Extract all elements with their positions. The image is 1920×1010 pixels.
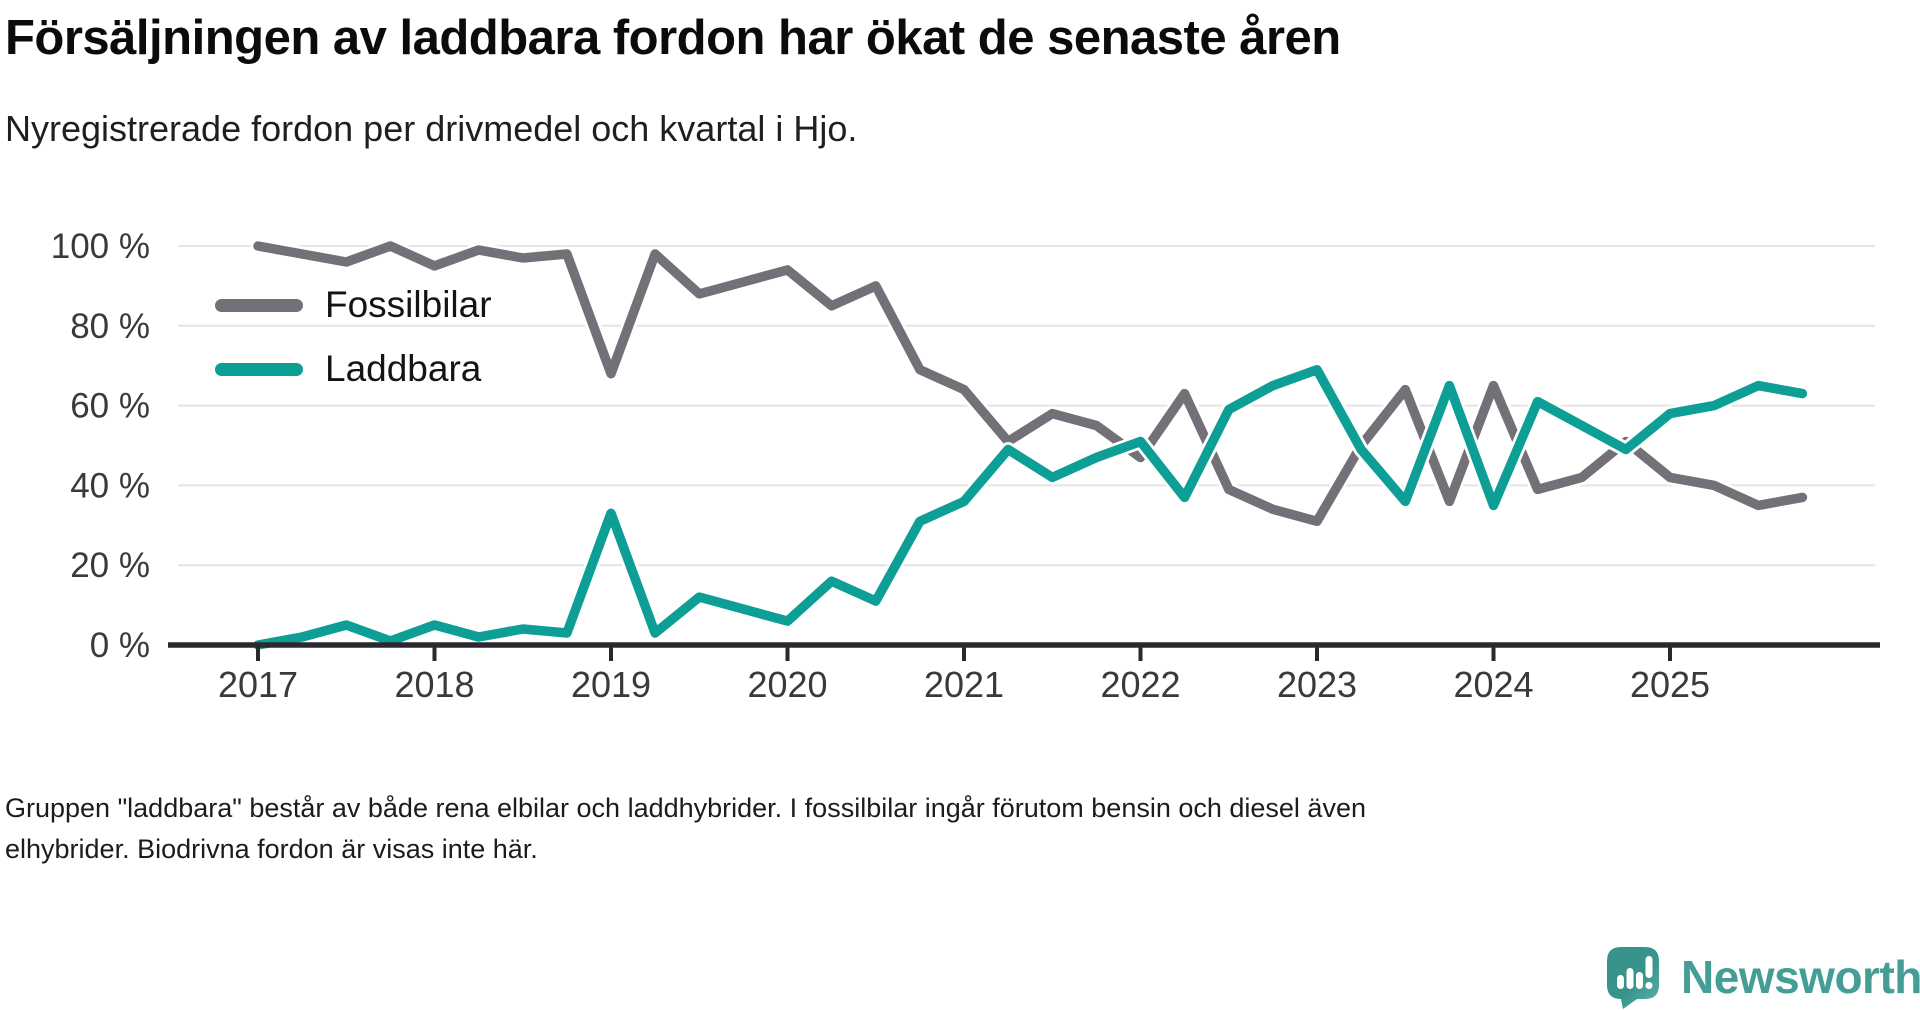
legend-label: Laddbara xyxy=(325,348,482,389)
chart-legend: Fossilbilar Laddbara xyxy=(215,284,492,390)
chart-footnote: Gruppen "laddbara" består av både rena e… xyxy=(5,788,1705,870)
legend-item-laddbara: Laddbara xyxy=(215,348,492,390)
x-tick-label: 2022 xyxy=(1100,664,1180,705)
chart-subtitle: Nyregistrerade fordon per drivmedel och … xyxy=(5,108,858,149)
legend-swatch-fossilbilar xyxy=(215,298,303,312)
newsworthy-logo-icon xyxy=(1607,947,1659,1009)
y-tick-label: 100 % xyxy=(51,227,150,266)
x-tick-label: 2025 xyxy=(1630,664,1710,705)
x-tick-label: 2017 xyxy=(218,664,298,705)
footnote-line: Gruppen "laddbara" består av både rena e… xyxy=(5,793,1366,823)
series-line-casing-laddbara xyxy=(250,362,1810,653)
x-tick-label: 2020 xyxy=(747,664,827,705)
y-tick-label: 60 % xyxy=(70,387,150,426)
newsworthy-logo: Newsworthy xyxy=(1607,947,1920,1009)
y-tick-label: 20 % xyxy=(70,546,150,585)
x-tick-label: 2023 xyxy=(1277,664,1357,705)
x-tick-label: 2021 xyxy=(924,664,1004,705)
page-title: Försäljningen av laddbara fordon har öka… xyxy=(5,11,1341,65)
bar-icon xyxy=(1617,975,1624,989)
legend-label: Fossilbilar xyxy=(325,284,492,325)
y-tick-label: 80 % xyxy=(70,307,150,346)
legend-swatch-laddbara xyxy=(215,362,303,376)
legend-item-fossilbilar: Fossilbilar xyxy=(215,284,492,326)
x-tick-label: 2019 xyxy=(571,664,651,705)
bar-icon xyxy=(1636,972,1643,989)
exclamation-icon xyxy=(1645,956,1653,978)
series-line-fossilbilar xyxy=(253,241,1808,527)
y-tick-label: 0 % xyxy=(90,626,150,665)
y-tick-label: 40 % xyxy=(70,466,150,505)
x-tick-label: 2024 xyxy=(1453,664,1533,705)
bar-icon xyxy=(1626,968,1634,989)
newsworthy-logo-text: Newsworthy xyxy=(1681,951,1920,1003)
x-tick-label: 2018 xyxy=(394,664,474,705)
series-line-laddbara xyxy=(253,364,1808,650)
exclamation-dot xyxy=(1645,981,1653,990)
footnote-line: elhybrider. Biodrivna fordon är visas in… xyxy=(5,834,538,864)
